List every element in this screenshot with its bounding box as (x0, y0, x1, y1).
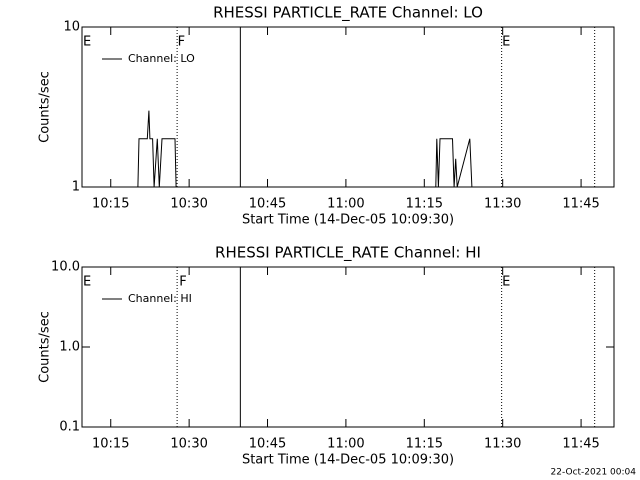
footer: 22-Oct-2021 00:04 (551, 468, 637, 478)
x-tick-label: 11:15 (406, 197, 443, 212)
x-tick-label: 10:30 (170, 437, 207, 452)
y-axis-label: Counts/sec (38, 311, 53, 383)
x-axis-label: Start Time (14-Dec-05 10:09:30) (242, 213, 454, 228)
data-line (137, 110, 473, 188)
legend-label: Channel: HI (128, 292, 192, 305)
chart-title: RHESSI PARTICLE_RATE Channel: LO (213, 4, 483, 23)
event-label: E (502, 35, 510, 50)
y-axis-label: Counts/sec (38, 71, 53, 143)
event-label: F (178, 35, 185, 50)
x-tick-label: 11:00 (327, 437, 364, 452)
y-tick-label: 1 (72, 180, 80, 195)
x-tick-label: 11:45 (562, 437, 599, 452)
x-tick-label: 11:00 (327, 197, 364, 212)
x-tick-label: 10:30 (170, 197, 207, 212)
y-tick-label: 10.0 (51, 260, 80, 275)
x-tick-label: 10:45 (249, 197, 286, 212)
x-tick-label: 10:15 (92, 197, 129, 212)
y-tick-label: 1.0 (59, 340, 80, 355)
x-tick-label: 11:30 (484, 197, 521, 212)
x-tick-label: 11:45 (562, 197, 599, 212)
event-label: F (179, 275, 186, 290)
event-label: E (502, 275, 510, 290)
x-tick-label: 10:15 (92, 437, 129, 452)
event-label: E (83, 35, 91, 50)
x-axis-label: Start Time (14-Dec-05 10:09:30) (242, 453, 454, 468)
x-tick-label: 11:30 (484, 437, 521, 452)
y-tick-label: 0.1 (59, 420, 80, 435)
x-tick-label: 11:15 (406, 437, 443, 452)
chart-title: RHESSI PARTICLE_RATE Channel: HI (215, 244, 481, 263)
x-tick-label: 10:45 (249, 437, 286, 452)
y-tick-label: 10 (63, 20, 80, 35)
event-label: E (83, 275, 91, 290)
legend-label: Channel: LO (128, 52, 195, 65)
